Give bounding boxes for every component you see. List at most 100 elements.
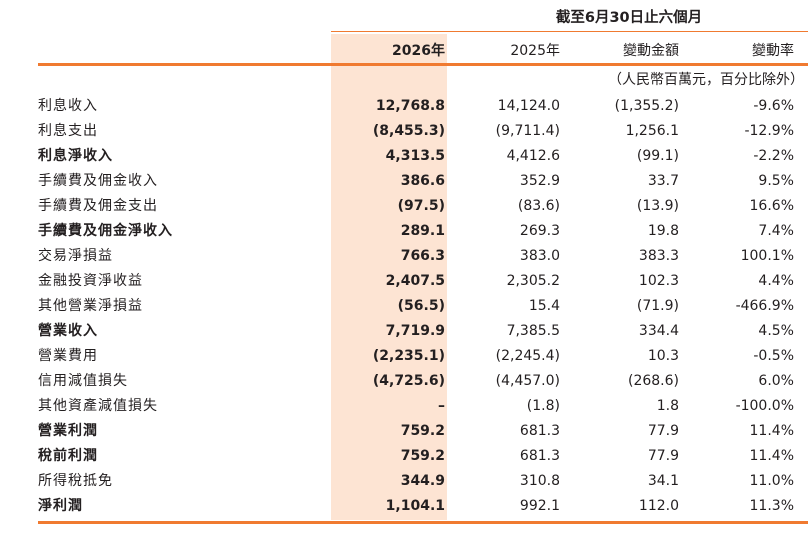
row-label: 稅前利潤 [38,448,98,464]
value-2026: 2,407.5 [385,273,445,289]
table-row: 其他營業淨損益 (56.5) 15.4 (71.9) -466.9% [0,294,812,318]
value-2025: 310.8 [519,473,560,489]
row-label: 交易淨損益 [38,248,113,264]
row-label: 手續費及佣金支出 [38,198,158,214]
unit-note: （人民幣百萬元，百分比除外） [608,72,804,88]
row-label: 其他營業淨損益 [38,298,143,314]
row-label: 利息支出 [38,123,98,139]
column-header-2025: 2025年 [510,43,560,59]
change-rate: -100.0% [735,398,794,414]
change-rate: -466.9% [735,298,794,314]
value-2026: (56.5) [397,298,445,314]
change-amount: 34.1 [647,473,679,489]
header-rule [38,63,808,66]
change-rate: 11.4% [749,448,794,464]
value-2025: 15.4 [528,298,560,314]
change-amount: (268.6) [627,373,679,389]
value-2026: 1,104.1 [385,498,445,514]
row-label: 所得稅抵免 [38,473,113,489]
row-label: 其他資產減值損失 [38,398,158,414]
value-2025: 2,305.2 [506,273,560,289]
value-2026: (97.5) [397,198,445,214]
value-2026: 344.9 [400,473,445,489]
value-2025: (1.8) [526,398,560,414]
value-2026: (2,235.1) [372,348,445,364]
column-header-change-amount: 變動金額 [623,43,679,59]
value-2026: (4,725.6) [372,373,445,389]
change-rate: -2.2% [753,148,794,164]
value-2025: 383.0 [519,248,560,264]
row-label: 營業利潤 [38,423,98,439]
change-amount: (99.1) [636,148,679,164]
value-2025: 269.3 [519,223,560,239]
value-2026: 759.2 [400,423,445,439]
change-amount: 10.3 [647,348,679,364]
change-amount: 1,256.1 [625,123,679,139]
change-amount: 334.4 [638,323,679,339]
value-2025: 681.3 [519,448,560,464]
table-row: 利息淨收入 4,313.5 4,412.6 (99.1) -2.2% [0,144,812,168]
change-rate: 11.3% [749,498,794,514]
change-amount: 383.3 [638,248,679,264]
change-amount: 19.8 [647,223,679,239]
column-header-2026: 2026年 [392,43,445,59]
value-2025: 681.3 [519,423,560,439]
change-amount: 1.8 [656,398,679,414]
change-rate: 11.0% [749,473,794,489]
value-2026: 7,719.9 [385,323,445,339]
value-2025: 992.1 [519,498,560,514]
column-header-change-rate: 變動率 [752,43,794,59]
change-rate: 4.4% [758,273,794,289]
change-amount: (71.9) [636,298,679,314]
row-label: 營業費用 [38,348,98,364]
row-label: 金融投資淨收益 [38,273,143,289]
table-row: 交易淨損益 766.3 383.0 383.3 100.1% [0,244,812,268]
change-amount: (1,355.2) [614,98,679,114]
table-row: 稅前利潤 759.2 681.3 77.9 11.4% [0,444,812,468]
table-row: 利息支出 (8,455.3) (9,711.4) 1,256.1 -12.9% [0,119,812,143]
change-rate: 16.6% [749,198,794,214]
current-year-column-highlight [331,34,447,520]
table-row: 利息收入 12,768.8 14,124.0 (1,355.2) -9.6% [0,94,812,118]
change-rate: -12.9% [744,123,794,139]
value-2025: (2,245.4) [495,348,560,364]
value-2026: 12,768.8 [375,98,445,114]
table-row: 手續費及佣金收入 386.6 352.9 33.7 9.5% [0,169,812,193]
value-2025: (83.6) [517,198,560,214]
value-2025: (9,711.4) [495,123,560,139]
change-rate: 7.4% [758,223,794,239]
bottom-rule [38,521,808,524]
row-label: 淨利潤 [38,498,83,514]
value-2025: 4,412.6 [506,148,560,164]
table-row: 營業收入 7,719.9 7,385.5 334.4 4.5% [0,319,812,343]
value-2025: 352.9 [519,173,560,189]
value-2025: (4,457.0) [495,373,560,389]
row-label: 利息收入 [38,98,98,114]
change-rate: -0.5% [753,348,794,364]
row-label: 營業收入 [38,323,98,339]
period-header: 截至6月30日止六個月 [555,10,703,26]
change-amount: 33.7 [647,173,679,189]
value-2026: 759.2 [400,448,445,464]
change-rate: 11.4% [749,423,794,439]
table-row: 手續費及佣金支出 (97.5) (83.6) (13.9) 16.6% [0,194,812,218]
row-label: 手續費及佣金收入 [38,173,158,189]
period-underline [331,31,808,32]
table-row: 信用減值損失 (4,725.6) (4,457.0) (268.6) 6.0% [0,369,812,393]
change-amount: 77.9 [647,423,679,439]
row-label: 手續費及佣金淨收入 [38,223,173,239]
change-amount: 112.0 [638,498,679,514]
value-2026: 289.1 [400,223,445,239]
change-rate: 6.0% [758,373,794,389]
table-row: 淨利潤 1,104.1 992.1 112.0 11.3% [0,494,812,518]
value-2026: 4,313.5 [385,148,445,164]
value-2026: 766.3 [400,248,445,264]
change-amount: 77.9 [647,448,679,464]
value-2025: 7,385.5 [506,323,560,339]
row-label: 利息淨收入 [38,148,113,164]
table-row: 營業費用 (2,235.1) (2,245.4) 10.3 -0.5% [0,344,812,368]
table-row: 其他資產減值損失 – (1.8) 1.8 -100.0% [0,394,812,418]
change-amount: 102.3 [638,273,679,289]
change-rate: 100.1% [740,248,794,264]
